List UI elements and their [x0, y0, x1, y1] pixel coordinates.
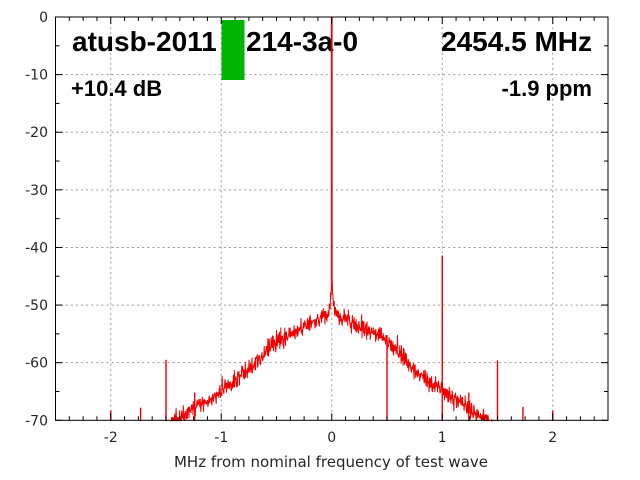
spectrum-trace — [110, 17, 554, 422]
y-tick-label: -30 — [25, 183, 48, 199]
x-tick-label: -1 — [214, 430, 228, 446]
x-axis-labels: -2 -1 0 1 2 — [104, 430, 557, 446]
x-tick-label: 1 — [438, 430, 447, 446]
ppm-offset-label: -1.9 ppm — [502, 76, 592, 101]
x-tick-label: 0 — [327, 430, 336, 446]
y-tick-label: -40 — [25, 240, 48, 256]
axis-ticks — [55, 16, 608, 421]
pass-marker — [221, 20, 245, 80]
y-tick-label: -60 — [25, 356, 48, 372]
y-tick-label: -70 — [25, 413, 48, 429]
gain-label: +10.4 dB — [71, 76, 162, 101]
x-axis-title: MHz from nominal frequency of test wave — [174, 453, 488, 471]
y-tick-label: 0 — [39, 10, 48, 26]
plot-title-frequency: 2454.5 MHz — [441, 26, 592, 57]
y-tick-label: -50 — [25, 298, 48, 314]
y-axis-labels: 0 -10 -20 -30 -40 -50 -60 -70 — [25, 10, 48, 429]
x-tick-label: -2 — [104, 430, 118, 446]
plot-title-left: atusb-2011 — [72, 26, 217, 57]
y-tick-label: -10 — [25, 68, 48, 84]
y-tick-label: -20 — [25, 125, 48, 141]
plot-title-serial: 214-3a-0 — [246, 26, 358, 57]
x-tick-label: 2 — [548, 430, 557, 446]
